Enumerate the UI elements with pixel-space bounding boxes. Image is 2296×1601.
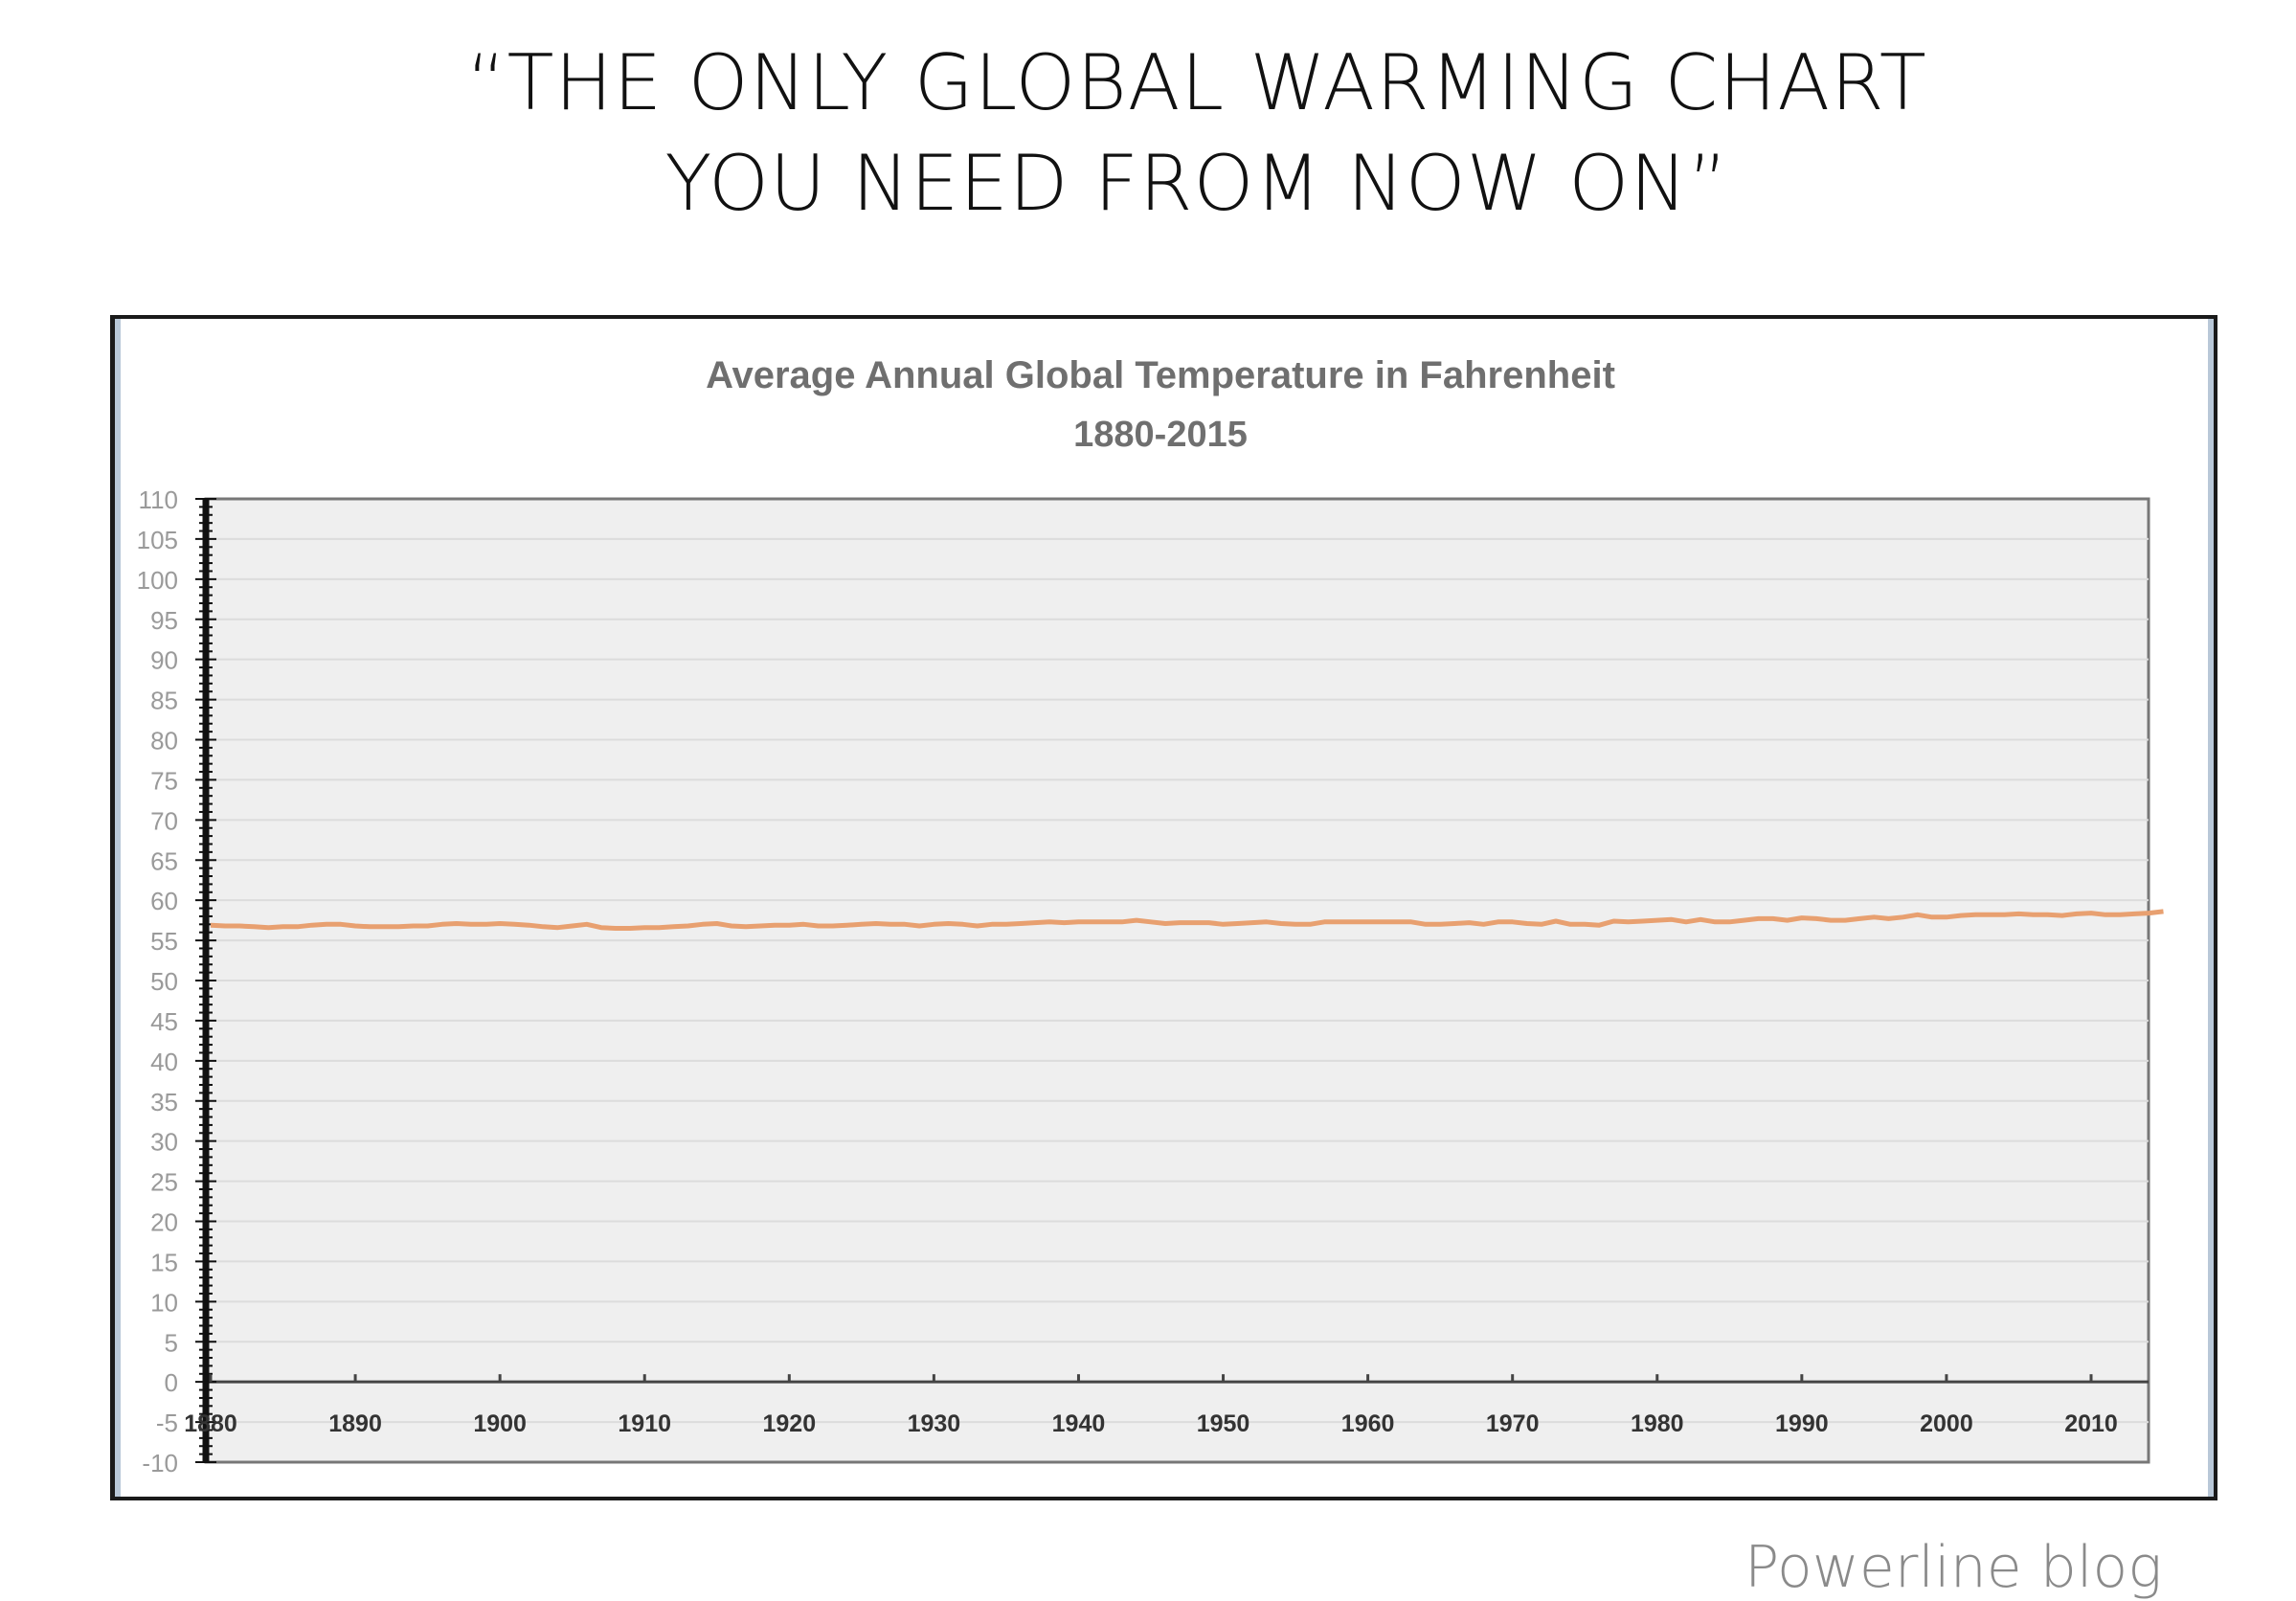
x-tick-label: 1940 bbox=[1052, 1410, 1106, 1437]
y-tick-label: 110 bbox=[139, 485, 178, 514]
y-tick-label: 90 bbox=[150, 646, 178, 675]
headline-line-1: “THE ONLY GLOBAL WARMING CHART bbox=[466, 38, 1927, 127]
x-tick-label: 1880 bbox=[184, 1410, 237, 1437]
y-tick-label: 65 bbox=[150, 846, 178, 875]
chart-subtitle: 1880-2015 bbox=[1073, 415, 1248, 455]
x-tick-label: 1970 bbox=[1486, 1410, 1540, 1437]
y-tick-label: 95 bbox=[150, 606, 178, 635]
y-tick-label: -5 bbox=[156, 1409, 178, 1437]
x-tick-label: 2010 bbox=[2064, 1410, 2118, 1437]
y-tick-label: 60 bbox=[150, 887, 178, 915]
y-tick-label: 10 bbox=[150, 1288, 178, 1317]
x-tick-label: 1930 bbox=[908, 1410, 961, 1437]
headline-line-2: YOU NEED FROM NOW ON” bbox=[664, 139, 1729, 228]
y-tick-label: 0 bbox=[165, 1368, 178, 1397]
y-tick-label: 80 bbox=[150, 727, 178, 755]
y-tick-label: 85 bbox=[150, 687, 178, 715]
chart-title: Average Annual Global Temperature in Fah… bbox=[706, 354, 1615, 396]
y-tick-label: 35 bbox=[150, 1088, 178, 1116]
y-tick-label: 20 bbox=[150, 1208, 178, 1237]
y-tick-label: 50 bbox=[150, 967, 178, 996]
x-tick-label: 1980 bbox=[1631, 1410, 1684, 1437]
y-tick-label: 5 bbox=[165, 1328, 178, 1357]
y-tick-label: 55 bbox=[150, 927, 178, 956]
y-tick-label: 45 bbox=[150, 1007, 178, 1036]
x-tick-label: 1900 bbox=[473, 1410, 527, 1437]
y-tick-label: 75 bbox=[150, 766, 178, 795]
x-tick-label: 1960 bbox=[1341, 1410, 1395, 1437]
x-tick-label: 1910 bbox=[618, 1410, 671, 1437]
x-tick-label: 1890 bbox=[328, 1410, 382, 1437]
temperature-series-line bbox=[210, 909, 2164, 931]
y-tick-label: -10 bbox=[142, 1449, 178, 1477]
x-tick-label: 1950 bbox=[1197, 1410, 1250, 1437]
source-credit: Powerline blog bbox=[1745, 1534, 2163, 1601]
x-tick-label: 2000 bbox=[1920, 1410, 1973, 1437]
y-tick-label: 105 bbox=[137, 526, 178, 554]
y-tick-label: 15 bbox=[150, 1248, 178, 1276]
y-tick-label: 100 bbox=[137, 566, 178, 595]
y-tick-label: 30 bbox=[150, 1128, 178, 1157]
x-tick-label: 1990 bbox=[1775, 1410, 1829, 1437]
x-tick-label: 1920 bbox=[762, 1410, 816, 1437]
y-tick-label: 40 bbox=[150, 1048, 178, 1076]
y-tick-label: 25 bbox=[150, 1168, 178, 1197]
y-tick-label: 70 bbox=[150, 806, 178, 835]
